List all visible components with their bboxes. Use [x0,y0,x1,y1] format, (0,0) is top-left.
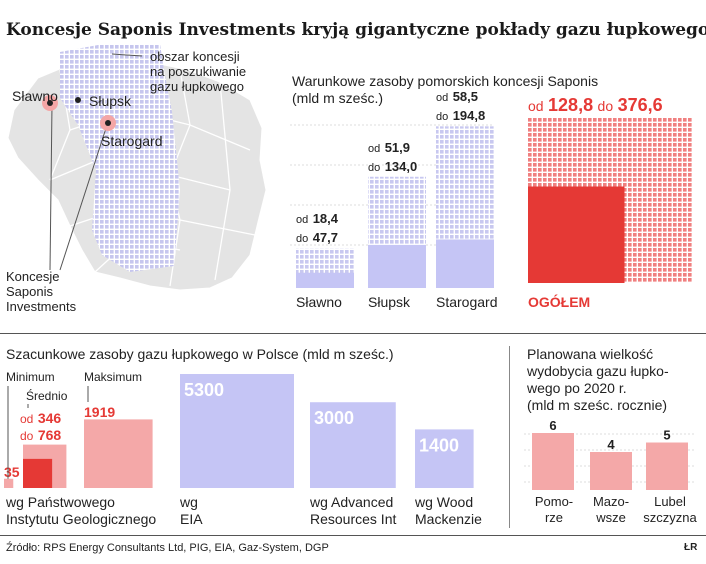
chart2-category-0: wg Państwowego Instytutu Geologicznego [6,494,156,528]
chart3-value-label-0: 6 [549,420,556,433]
chart2-title: Szacunkowe zasoby gazu łupkowego w Polsc… [6,346,394,362]
pig-od-value: 346 [37,410,62,426]
pig-do-prefix: do [20,429,34,443]
chart1-title-line2: (mld m sześc.) [292,90,383,106]
chart1-category-0: Sławno [296,294,342,310]
chart1-category-1: Słupsk [368,294,411,310]
total-max: 376,6 [617,95,663,115]
total-squares [528,118,693,283]
map-legend: obszar koncesji na poszukiwanie gazu łup… [150,49,246,94]
town-slawno: Sławno [12,88,58,104]
chart3-cat2-line2: szczyzna [643,510,697,525]
chart3-value-label-2: 5 [663,428,670,443]
pig-do-value: 768 [37,427,62,443]
chart3-title: Planowana wielkość wydobycia gazu łupko-… [527,346,669,414]
chart3-title-line1: Planowana wielkość [527,346,654,362]
chart3-title-line2: wydobycia gazu łupko- [527,363,669,379]
chart3-svg: 6 4 5 [524,420,696,490]
chart2-cat1-line1: wg [180,494,198,510]
pig-minimum-label: Minimum [6,370,55,384]
chart2-svg: 5300 3000 1400 [4,374,474,488]
divider-middle [0,333,706,334]
pig-od: od 346 [20,410,61,428]
total-label: OGÓŁEM [528,294,591,310]
chart1-bar-min [368,244,426,288]
total-od-prefix: od [528,98,544,114]
town-slupsk: Słupsk [89,93,132,109]
page-title: Koncesje Saponis Investments kryją gigan… [6,20,706,40]
chart1-svg [290,124,494,288]
chart1-value-label: od 58,5 do 194,8 [436,89,486,124]
chart2-category-1: wg EIA [180,494,203,528]
map-graphic [7,44,267,291]
legend-line-2: na poszukiwanie [150,64,247,79]
legend-line-3: gazu łupkowego [150,79,244,94]
chart2-square-pig-max [84,419,153,488]
chart1-bar-min [436,239,494,288]
chart2-value-label-3: 1400 [419,435,459,455]
chart3-cat0-line2: rze [544,510,564,525]
chart2-value-label-1: 5300 [184,380,224,400]
pig-maksimum-value: 1919 [84,404,116,420]
pig-od-prefix: od [20,412,34,426]
concession-label: Koncesje Saponis Investments [6,269,76,314]
chart2-category-3: wg Wood Mackenzie [415,494,482,528]
chart2-square-1 [180,374,294,488]
chart3-cat1-line2: wsze [596,510,626,525]
chart1-value-label: od 51,9 do 134,0 [368,139,418,174]
chart3-title-line4: (mld m sześc. rocznie) [527,397,668,413]
chart1-bar-min [296,272,354,288]
chart2-cat2-line1: wg Advanced [310,494,394,510]
chart2-square-pig-min [4,478,14,488]
chart2-square-pig-od [23,458,53,488]
pig-srednio-label: Średnio [26,389,68,403]
total-min: 128,8 [548,95,594,115]
legend-line-1: obszar koncesji [150,49,240,64]
concession-line-1: Koncesje [6,269,60,284]
chart1-category-2: Starogard [436,294,498,310]
chart3-category-2: Lubel szczyzna [638,494,702,526]
chart2-value-label-2: 3000 [314,408,354,428]
pig-do: do 768 [20,427,61,445]
divider-bottom [0,535,706,536]
chart1-title: Warunkowe zasoby pomorskich koncesji Sap… [292,73,598,107]
chart1-title-line1: Warunkowe zasoby pomorskich koncesji Sap… [292,73,599,89]
credit: ŁR [684,542,698,553]
chart2-square-2 [310,402,396,488]
source-text: Źródło: RPS Energy Consultants Ltd, PIG,… [6,542,329,554]
chart3-bar-0 [532,433,574,490]
total-do-prefix: do [597,98,614,114]
chart3-cat0-line1: Pomo- [534,494,574,509]
chart1-value-label: od 18,4 do 47,7 [296,211,339,246]
divider-vertical [509,346,510,528]
chart3-category-0: Pomo- rze [527,494,581,526]
concession-line-3: Investments [6,299,77,314]
chart3-bar-2 [646,442,688,490]
total-range: od 128,8 do 376,6 [528,95,663,116]
chart2-cat3-line2: Mackenzie [415,511,482,527]
chart2-cat3-line1: wg Wood [415,494,474,510]
chart3-cat2-line1: Lubel [654,494,686,509]
chart2-category-2: wg Advanced Resources Int [310,494,396,528]
chart3-cat1-line1: Mazo- [592,494,630,509]
chart2-cat2-line2: Resources Int [310,511,397,527]
chart2-cat1-line2: EIA [180,511,203,527]
chart3-title-line3: wego po 2020 r. [527,380,627,396]
chart2-square-3 [415,429,474,488]
chart3-bar-1 [590,452,632,490]
pig-maksimum-label: Maksimum [84,370,143,384]
total-min-square [528,186,625,283]
chart2-cat0-line2: Instytutu Geologicznego [6,511,157,527]
town-starogard: Starogard [101,133,163,149]
chart2-cat0-line1: wg Państwowego [6,494,115,510]
concession-line-2: Saponis [6,284,53,299]
chart3-category-1: Mazo- wsze [584,494,638,526]
chart3-value-label-1: 4 [607,437,615,452]
